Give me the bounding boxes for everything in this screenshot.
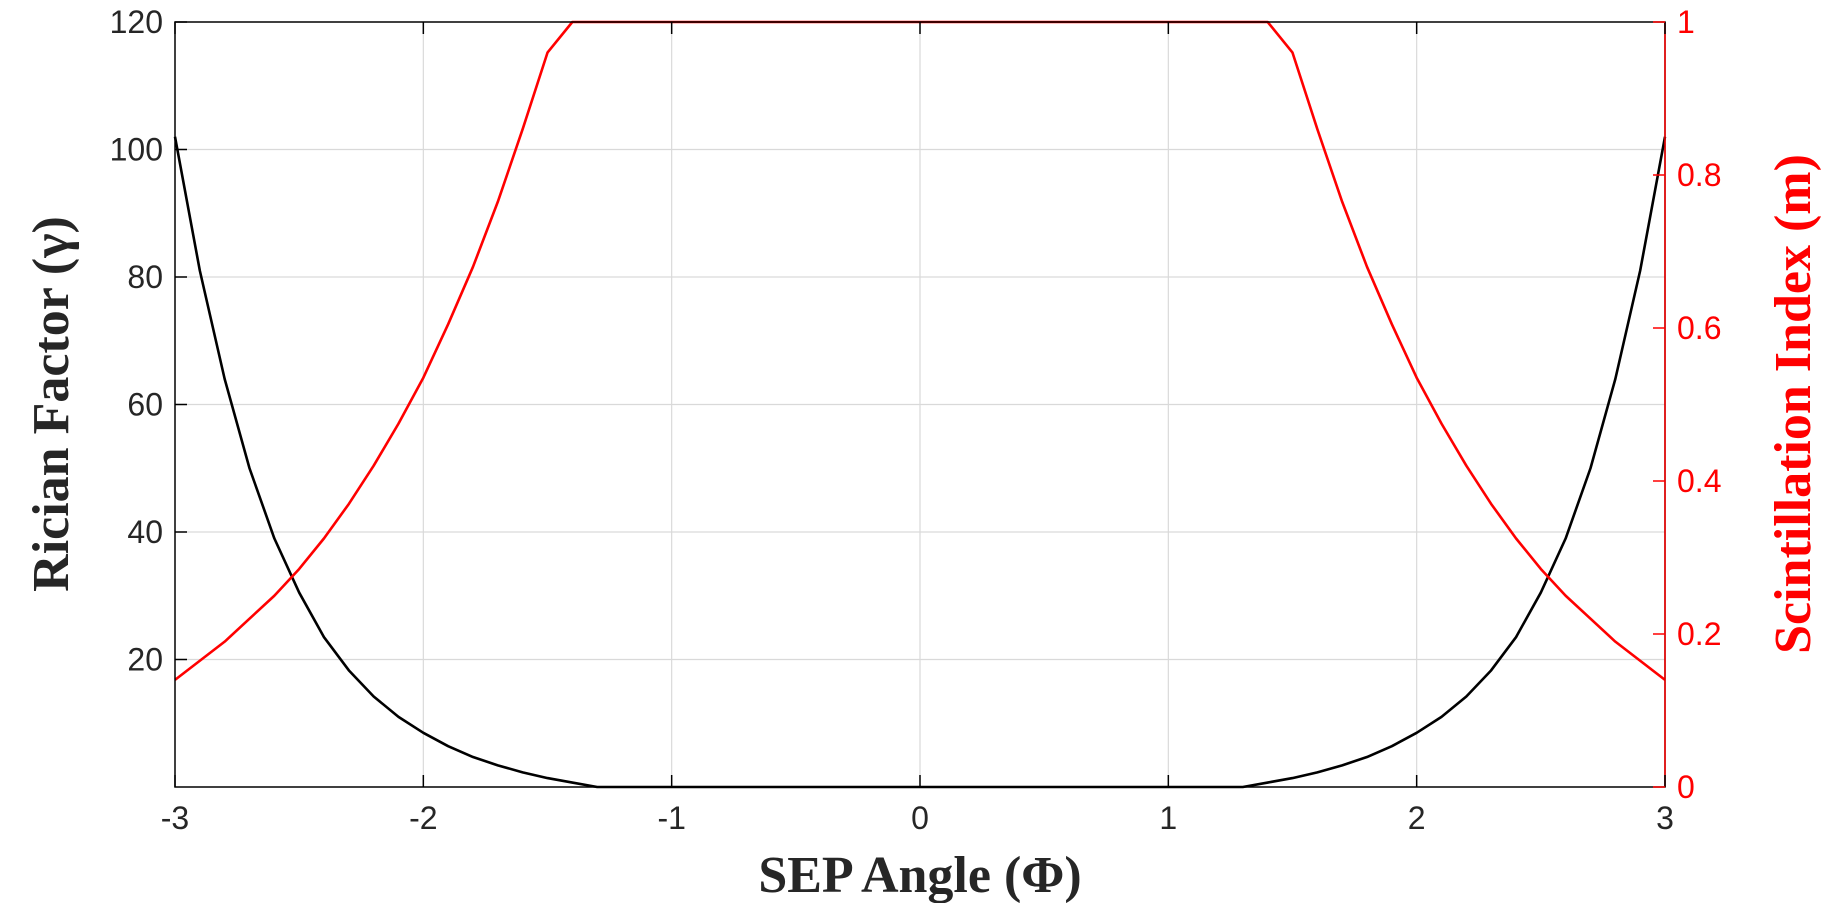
y-left-tick-label: 60	[127, 387, 163, 423]
x-tick-label: -1	[657, 800, 685, 836]
y-right-tick-label: 0.6	[1677, 310, 1721, 346]
x-tick-label: 1	[1159, 800, 1177, 836]
grid	[175, 22, 1665, 787]
x-tick-label: -3	[161, 800, 189, 836]
y-left-tick-label: 120	[110, 4, 163, 40]
x-tick-label: 3	[1656, 800, 1674, 836]
y-left-tick-label: 40	[127, 514, 163, 550]
right-axis-title: Scintillation Index (m)	[1765, 154, 1822, 654]
y-left-tick-label: 80	[127, 259, 163, 295]
y-right-tick-label: 0	[1677, 769, 1695, 805]
y-left-tick-label: 20	[127, 642, 163, 678]
y-right-tick-label: 0.2	[1677, 616, 1721, 652]
left-axis-title: Rician Factor (γ)	[23, 216, 80, 592]
ticks-group: -3 -2 -1 0 1 2 3 20 40 60 80 100 120 0 0.2 0.4 0.6 0.8 1	[110, 4, 1722, 836]
y-right-tick-label: 1	[1677, 4, 1695, 40]
x-axis-title: SEP Angle (Φ)	[758, 847, 1081, 903]
y-left-tick-label: 100	[110, 132, 163, 168]
y-right-tick-label: 0.8	[1677, 157, 1721, 193]
y-right-tick-label: 0.4	[1677, 463, 1721, 499]
x-tick-label: -2	[409, 800, 437, 836]
x-tick-label: 2	[1408, 800, 1426, 836]
x-tick-label: 0	[911, 800, 929, 836]
